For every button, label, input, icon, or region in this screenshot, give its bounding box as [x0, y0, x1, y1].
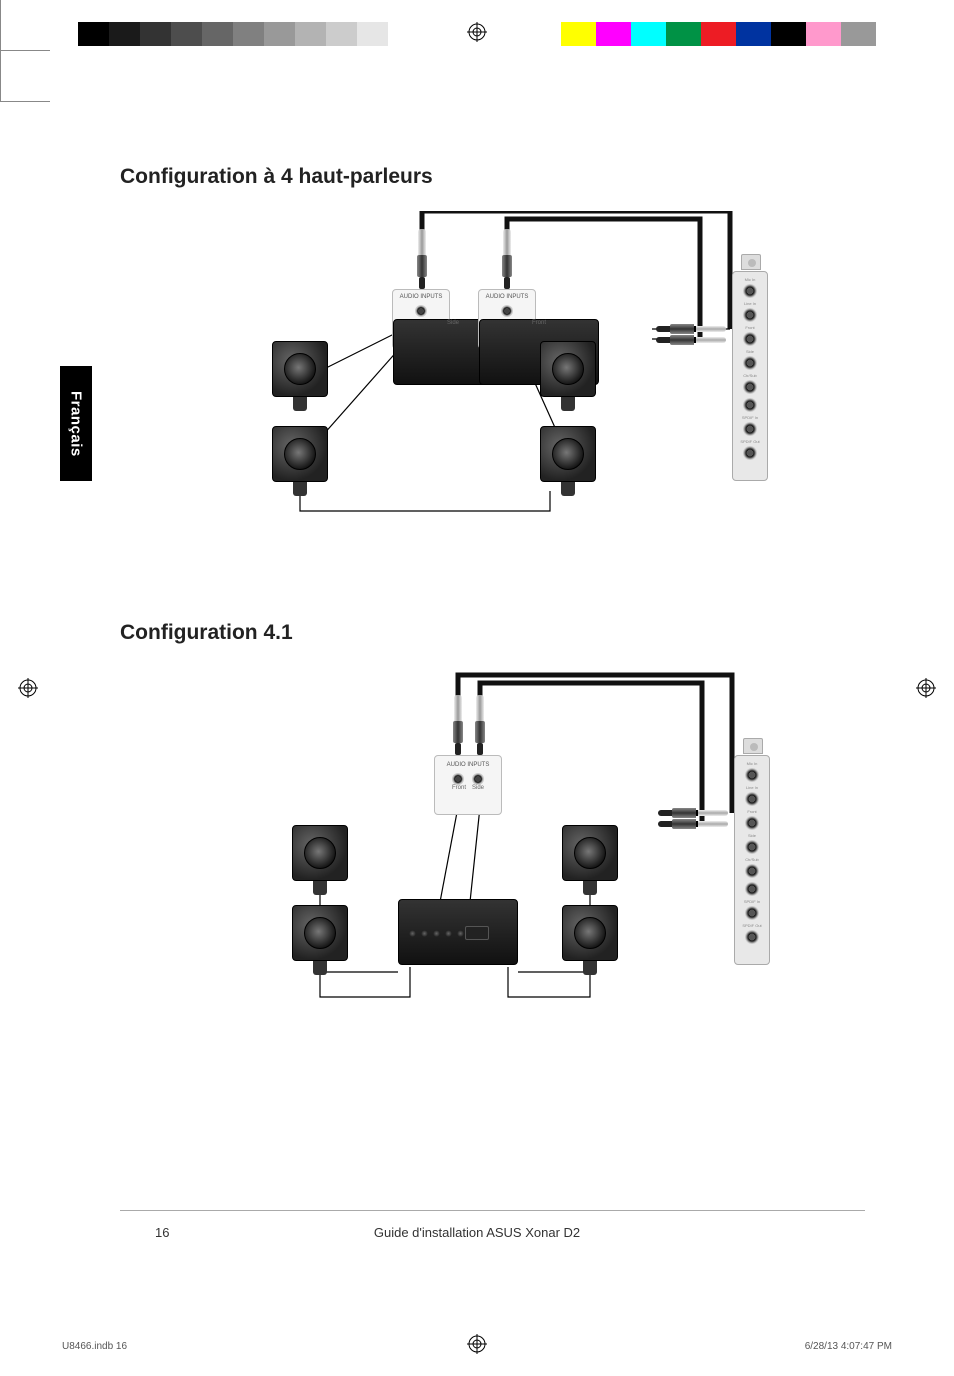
bracket-port-label: Line In: [733, 302, 767, 306]
language-tab: Français: [60, 366, 92, 481]
crop-mark: [0, 51, 1, 101]
audio-input-box-dual: AUDIO INPUTS Front Side: [434, 755, 502, 815]
audio-box-label: AUDIO INPUTS: [435, 762, 501, 769]
registration-mark-icon: [467, 22, 487, 42]
bracket-port-label: Ctr/Sub: [733, 374, 767, 378]
slug-datetime: 6/28/13 4:07:47 PM: [805, 1341, 892, 1352]
jack-label: Front: [452, 785, 466, 791]
bracket-port-label: Mic In: [733, 278, 767, 282]
trs-plug-icon: [418, 229, 426, 289]
bracket-port-icon: [743, 422, 757, 436]
audio-box-label: AUDIO INPUTS: [479, 294, 535, 301]
audio-box-label: AUDIO INPUTS: [393, 294, 449, 301]
color-strip: [561, 22, 876, 46]
footer-rule: [120, 1210, 865, 1211]
diagram-4-1: AUDIO INPUTS Front Side Mic In Line In Fro…: [240, 667, 800, 1047]
section1-title: Configuration à 4 haut-parleurs: [120, 165, 865, 189]
bracket-port-icon: [743, 284, 757, 298]
soundcard-bracket: Mic In Line In Front Side Ctr/Sub SPDIF In SPD…: [734, 755, 770, 965]
trs-plug-horizontal-icon: [658, 819, 728, 829]
bracket-port-icon: [745, 792, 759, 806]
slug-filename: U8466.indb 16: [62, 1341, 127, 1352]
page-content: Configuration à 4 haut-parleurs AUDIO IN…: [120, 165, 865, 1225]
trs-plug-horizontal-icon: [656, 335, 726, 345]
speaker-icon: [562, 825, 618, 897]
crop-mark: [0, 101, 50, 102]
subwoofer-icon: [398, 899, 518, 965]
bracket-port-icon: [745, 864, 759, 878]
bracket-port-label: Front: [735, 810, 769, 814]
jack-label: Side: [472, 785, 484, 791]
grayscale-strip: [78, 22, 388, 46]
trs-plug-icon: [476, 695, 484, 755]
footer-title: Guide d'installation ASUS Xonar D2: [0, 1225, 954, 1240]
trs-plug-horizontal-icon: [658, 808, 728, 818]
bracket-port-icon: [745, 930, 759, 944]
bracket-port-label: Front: [733, 326, 767, 330]
bracket-port-label: Mic In: [735, 762, 769, 766]
bracket-port-label: Side: [735, 834, 769, 838]
bracket-port-icon: [743, 398, 757, 412]
bracket-port-icon: [743, 308, 757, 322]
bracket-port-icon: [745, 768, 759, 782]
speaker-icon: [540, 426, 596, 498]
registration-mark-icon: [467, 1334, 487, 1354]
registration-mark-icon: [916, 678, 936, 698]
bracket-port-label: Side: [733, 350, 767, 354]
speaker-icon: [292, 825, 348, 897]
bracket-port-icon: [743, 380, 757, 394]
bracket-port-icon: [745, 882, 759, 896]
speaker-icon: [272, 341, 328, 413]
audio-input-box-front: AUDIO INPUTS Front: [478, 289, 536, 349]
bracket-port-label: SPDIF Out: [735, 924, 769, 928]
bracket-port-label: Ctr/Sub: [735, 858, 769, 862]
bracket-port-label: SPDIF In: [733, 416, 767, 420]
trs-plug-icon: [454, 695, 462, 755]
speaker-icon: [540, 341, 596, 413]
trs-plug-icon: [503, 229, 511, 289]
bracket-port-icon: [745, 906, 759, 920]
bracket-port-icon: [745, 840, 759, 854]
speaker-icon: [292, 905, 348, 977]
registration-mark-icon: [18, 678, 38, 698]
diagram-4-speakers: AUDIO INPUTS Side AUDIO INPUTS Front Mic…: [240, 211, 800, 551]
bracket-port-icon: [745, 816, 759, 830]
bracket-port-icon: [743, 446, 757, 460]
trs-plug-horizontal-icon: [656, 324, 726, 334]
section2-title: Configuration 4.1: [120, 621, 865, 645]
bracket-port-label: SPDIF Out: [733, 440, 767, 444]
bracket-port-icon: [743, 356, 757, 370]
speaker-icon: [562, 905, 618, 977]
crop-mark: [0, 0, 1, 50]
bracket-port-label: SPDIF In: [735, 900, 769, 904]
crop-mark: [0, 50, 50, 51]
soundcard-bracket: Mic In Line In Front Side Ctr/Sub SPDIF In SPD…: [732, 271, 768, 481]
bracket-port-icon: [743, 332, 757, 346]
bracket-port-label: Line In: [735, 786, 769, 790]
audio-input-box-side: AUDIO INPUTS Side: [392, 289, 450, 349]
speaker-icon: [272, 426, 328, 498]
